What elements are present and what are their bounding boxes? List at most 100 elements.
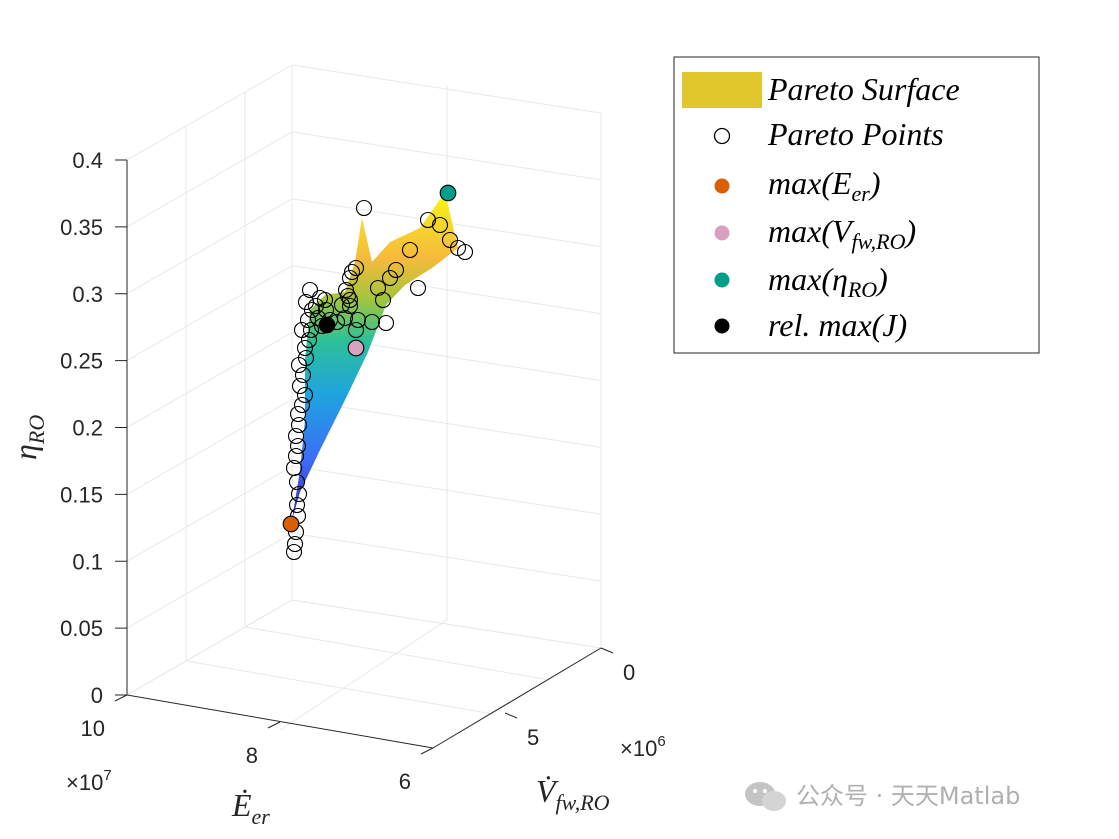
gridline-z-left — [126, 465, 293, 562]
pareto-point — [347, 259, 365, 277]
gridline-floor — [279, 619, 448, 731]
gridline-floor — [185, 660, 494, 715]
pareto-point — [296, 339, 314, 357]
pareto-point — [377, 314, 395, 332]
gridline-floor — [126, 599, 293, 696]
pareto-point — [333, 296, 351, 314]
gridline-floor — [291, 599, 602, 649]
pareto-point — [287, 427, 305, 445]
legend-marker-max-eta — [714, 272, 730, 288]
highlight-point-0 — [282, 515, 300, 533]
pareto-point — [302, 321, 320, 339]
z-tick-label: 0.05 — [60, 616, 103, 641]
y-tick-labels: 05 — [504, 647, 635, 750]
x-tick-label: 6 — [399, 769, 411, 794]
pareto-point — [355, 199, 373, 217]
x-tick-label: 10 — [81, 716, 105, 741]
z-tick-label: 0.2 — [72, 416, 103, 441]
legend: Pareto Surface Pareto Points max(Eer) ma… — [673, 56, 1040, 354]
legend-label-surface: Pareto Surface — [767, 71, 960, 107]
pareto-point — [299, 311, 317, 329]
legend-marker-max-v — [714, 225, 730, 241]
pareto-point — [349, 311, 367, 329]
y-axis-line — [432, 647, 602, 749]
pareto-point — [297, 349, 315, 367]
y-axis-label: V̇fw,RO — [536, 773, 610, 815]
x-axis-label: Ėer — [231, 787, 270, 829]
pareto-point — [374, 291, 392, 309]
pareto-point — [316, 291, 334, 309]
pareto-point — [337, 281, 355, 299]
legend-marker-pareto-points — [713, 127, 731, 145]
z-tick-label: 0 — [91, 683, 103, 708]
legend-label-max-eta: max(ηRO) — [768, 261, 888, 302]
pareto-point — [401, 241, 419, 259]
pareto-point — [293, 321, 311, 339]
gridline-floor — [244, 626, 551, 681]
svg-text:Ėer: Ėer — [231, 787, 270, 829]
wechat-icon — [745, 782, 786, 811]
pareto-point — [341, 269, 359, 287]
y-multiplier: ×106 — [620, 733, 666, 761]
svg-text:V̇fw,RO: V̇fw,RO — [536, 773, 610, 815]
pareto-points — [285, 199, 474, 561]
z-tick-label: 0.3 — [72, 282, 103, 307]
pareto-point — [363, 313, 381, 331]
legend-label-max-v: max(Vfw,RO) — [768, 213, 916, 254]
pareto-point — [301, 281, 319, 299]
watermark-text: 公众号 · 天天Matlab — [796, 782, 1020, 810]
y-tick-label: 0 — [623, 660, 635, 685]
svg-text:×106: ×106 — [620, 733, 666, 761]
pareto-point — [303, 301, 321, 319]
pareto-point — [293, 396, 311, 414]
gridline-z-left — [126, 198, 293, 295]
legend-label-pareto-points: Pareto Points — [767, 116, 944, 152]
svg-text:×107: ×107 — [66, 767, 112, 795]
pareto-point — [307, 297, 325, 315]
watermark: 公众号 · 天天Matlab — [745, 782, 1020, 811]
pareto-point — [341, 297, 359, 315]
legend-label-rel-max-j: rel. max(J) — [768, 307, 907, 343]
pareto-point — [296, 386, 314, 404]
pareto-point — [343, 263, 361, 281]
x-tick-labels: 6 8 10 — [81, 694, 434, 794]
svg-text:ηRO: ηRO — [7, 415, 49, 460]
pareto-point — [409, 279, 427, 297]
gridline-z-left — [126, 332, 293, 428]
pareto-point — [387, 261, 405, 279]
z-tick-label: 0.4 — [72, 148, 103, 173]
pareto-point — [369, 279, 387, 297]
legend-swatch-surface — [682, 72, 762, 108]
gridline-z-left — [126, 64, 293, 161]
pareto-point — [419, 211, 437, 229]
x-axis-line — [126, 694, 434, 749]
z-tick-label: 0.1 — [72, 549, 103, 574]
gridline-z-left — [126, 532, 293, 629]
x-tick-mark — [114, 694, 128, 702]
pareto-point — [286, 535, 304, 553]
highlight-point-1 — [347, 339, 365, 357]
x-multiplier: ×107 — [66, 767, 112, 795]
highlight-point-2 — [439, 184, 457, 202]
x-tick-label: 8 — [246, 743, 258, 768]
pareto-point — [381, 269, 399, 287]
pareto-point — [287, 447, 305, 465]
z-tick-label: 0.15 — [60, 482, 103, 507]
pareto-point — [336, 309, 354, 327]
highlight-point-3 — [318, 316, 336, 334]
pareto-point — [285, 543, 303, 561]
z-axis-label: ηRO — [7, 415, 49, 460]
gridline-z-left — [126, 131, 293, 228]
legend-label-max-e: max(Eer) — [768, 165, 881, 206]
z-tick-label: 0.35 — [60, 215, 103, 240]
pareto-surface — [292, 192, 458, 520]
z-tick-labels: 0 0.05 0.1 0.15 0.2 0.25 0.3 0.35 0.4 — [60, 148, 127, 708]
pareto-point — [291, 377, 309, 395]
gridline-z-left — [126, 265, 293, 362]
pareto-point — [347, 321, 365, 339]
x-tick-mark — [420, 747, 434, 755]
pareto-point — [285, 459, 303, 477]
legend-marker-rel-max-j — [714, 318, 730, 334]
gridline-z-left — [126, 398, 293, 495]
